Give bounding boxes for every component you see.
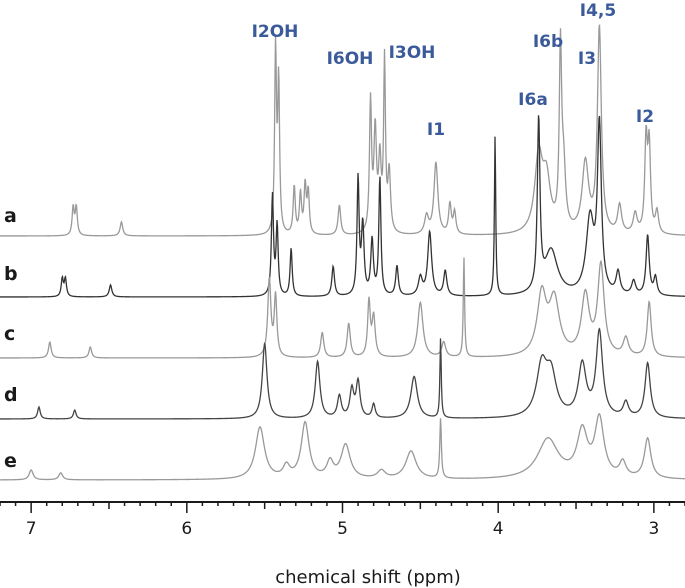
peak-label-3: I1 — [427, 120, 445, 140]
peak-label-8: I2 — [636, 107, 654, 127]
trace-label-d: d — [4, 384, 18, 406]
trace-label-e: e — [4, 450, 17, 472]
spectrum-trace-b — [0, 115, 685, 298]
x-tick-label-4: 4 — [493, 519, 504, 539]
peak-label-4: I6a — [518, 90, 548, 110]
trace-label-b: b — [4, 263, 18, 285]
x-axis: 7 6 5 4 3 — [0, 501, 685, 539]
peak-labels: I2OH I6OH I3OH I1 I6a I6b I3 I4,5 I2 — [252, 1, 655, 140]
x-tick-label-7: 7 — [26, 519, 37, 539]
x-tick-label-5: 5 — [337, 519, 348, 539]
peak-label-7: I4,5 — [580, 1, 616, 21]
x-tick-label-6: 6 — [181, 519, 192, 539]
trace-label-a: a — [4, 205, 17, 227]
x-axis-title: chemical shift (ppm) — [275, 567, 461, 588]
trace-labels: a b c d e — [4, 205, 18, 472]
spectrum-trace-c — [0, 257, 685, 359]
peak-label-2: I3OH — [389, 43, 436, 63]
trace-label-c: c — [4, 323, 15, 345]
x-tick-label-3: 3 — [648, 519, 659, 539]
peak-label-0: I2OH — [252, 22, 299, 42]
peak-label-5: I6b — [533, 32, 563, 52]
spectrum-traces — [0, 24, 685, 481]
spectrum-trace-e — [0, 413, 685, 481]
spectrum-trace-d — [0, 327, 685, 420]
peak-label-1: I6OH — [327, 49, 374, 69]
spectrum-trace-a — [0, 24, 685, 237]
peak-label-6: I3 — [578, 49, 596, 69]
